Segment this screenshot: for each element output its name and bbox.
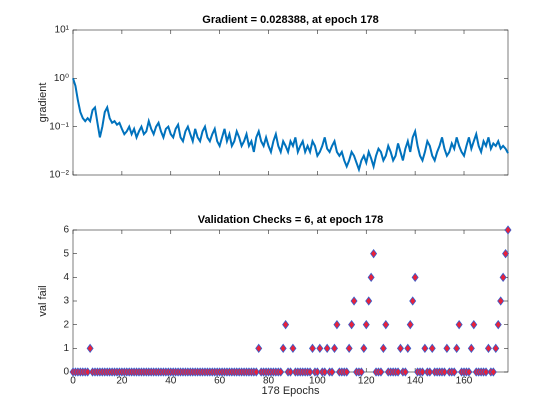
y-axis-label: gradient bbox=[37, 83, 49, 123]
val-fail-marker bbox=[84, 367, 92, 377]
x-tick-label: 20 bbox=[116, 376, 128, 387]
val-fail-marker bbox=[482, 367, 490, 377]
val-fail-marker bbox=[287, 367, 294, 377]
val-fail-marker bbox=[492, 343, 500, 353]
y-axis-label: val fail bbox=[37, 285, 49, 316]
y-tick-label: 4 bbox=[63, 272, 69, 283]
val-fail-marker bbox=[455, 320, 463, 330]
val-fail-marker bbox=[321, 367, 329, 377]
val-fail-marker bbox=[328, 367, 336, 377]
val-fail-marker bbox=[467, 343, 475, 353]
val-fail-marker bbox=[367, 272, 375, 282]
val-fail-marker bbox=[277, 367, 285, 377]
val-fail-marker bbox=[406, 320, 414, 330]
y-tick-label: 5 bbox=[63, 248, 69, 259]
val-fail-marker bbox=[426, 367, 434, 377]
y-tick-label: 0 bbox=[63, 367, 69, 378]
val-fail-marker bbox=[357, 367, 365, 377]
val-fail-marker bbox=[252, 367, 260, 377]
val-fail-marker bbox=[450, 367, 458, 377]
val-fail-marker bbox=[306, 367, 314, 377]
val-fail-marker bbox=[379, 343, 387, 353]
chart-title: Validation Checks = 6, at epoch 178 bbox=[198, 214, 384, 226]
y-tick-label: 2 bbox=[63, 319, 69, 330]
y-tick-label: 10⁻¹ bbox=[49, 121, 69, 132]
val-fail-marker bbox=[396, 343, 404, 353]
y-tick-label: 10¹ bbox=[55, 25, 70, 36]
val-fail-marker bbox=[499, 272, 507, 282]
val-fail-marker bbox=[502, 249, 510, 259]
x-tick-label: 100 bbox=[309, 376, 326, 387]
val-fail-marker bbox=[365, 296, 373, 306]
val-fail-marker bbox=[440, 367, 448, 377]
x-tick-label: 80 bbox=[263, 376, 275, 387]
val-fail-marker bbox=[489, 367, 497, 377]
y-tick-label: 3 bbox=[63, 296, 69, 307]
val-fail-marker bbox=[401, 367, 409, 377]
val-fail-marker bbox=[404, 343, 412, 353]
val-fail-marker bbox=[86, 343, 94, 353]
val-fail-marker bbox=[411, 272, 419, 282]
val-fail-marker bbox=[470, 320, 478, 330]
x-axis-label: 178 Epochs bbox=[261, 385, 320, 397]
val-fail-marker bbox=[308, 343, 316, 353]
val-fail-marker bbox=[421, 343, 429, 353]
val-fail-marker bbox=[453, 343, 461, 353]
x-tick-label: 0 bbox=[70, 376, 76, 387]
val-fail-marker bbox=[255, 343, 263, 353]
val-fail-marker bbox=[465, 367, 473, 377]
val-fail-marker bbox=[494, 320, 502, 330]
x-tick-label: 40 bbox=[165, 376, 177, 387]
val-fail-marker bbox=[497, 296, 505, 306]
y-tick-label: 1 bbox=[63, 343, 69, 354]
chart-title: Gradient = 0.028388, at epoch 178 bbox=[202, 14, 378, 26]
val-fail-marker bbox=[443, 343, 451, 353]
val-fail-marker bbox=[382, 320, 390, 330]
gradient-line bbox=[72, 78, 509, 173]
val-fail-marker bbox=[345, 343, 353, 353]
plot-area bbox=[72, 29, 509, 176]
y-tick-label: 10⁰ bbox=[54, 73, 69, 84]
val-fail-marker bbox=[282, 320, 290, 330]
val-fail-marker bbox=[484, 343, 492, 353]
val-fail-marker bbox=[348, 320, 356, 330]
val-fail-marker bbox=[333, 320, 341, 330]
val-fail-marker bbox=[289, 343, 297, 353]
val-fail-marker bbox=[418, 367, 426, 377]
val-fail-marker bbox=[428, 343, 436, 353]
val-fail-marker bbox=[330, 343, 338, 353]
val-fail-marker bbox=[370, 249, 378, 259]
val-fail-marker bbox=[504, 225, 512, 235]
x-tick-label: 120 bbox=[358, 376, 375, 387]
val-fail-marker bbox=[360, 343, 368, 353]
x-tick-label: 140 bbox=[407, 376, 424, 387]
y-tick-label: 10⁻² bbox=[49, 170, 69, 181]
val-fail-marker bbox=[350, 296, 358, 306]
plot-area bbox=[72, 229, 509, 373]
val-fail-marker bbox=[343, 367, 351, 377]
x-tick-label: 60 bbox=[214, 376, 226, 387]
val-fail-marker bbox=[362, 320, 370, 330]
val-fail-marker bbox=[323, 343, 331, 353]
val-fail-marker bbox=[313, 367, 321, 377]
val-fail-marker bbox=[409, 296, 417, 306]
val-fail-marker bbox=[377, 367, 385, 377]
y-tick-label: 6 bbox=[63, 225, 69, 236]
val-fail-marker bbox=[316, 343, 324, 353]
x-tick-label: 160 bbox=[456, 376, 473, 387]
val-fail-marker bbox=[394, 367, 402, 377]
val-fail-marker bbox=[279, 343, 287, 353]
